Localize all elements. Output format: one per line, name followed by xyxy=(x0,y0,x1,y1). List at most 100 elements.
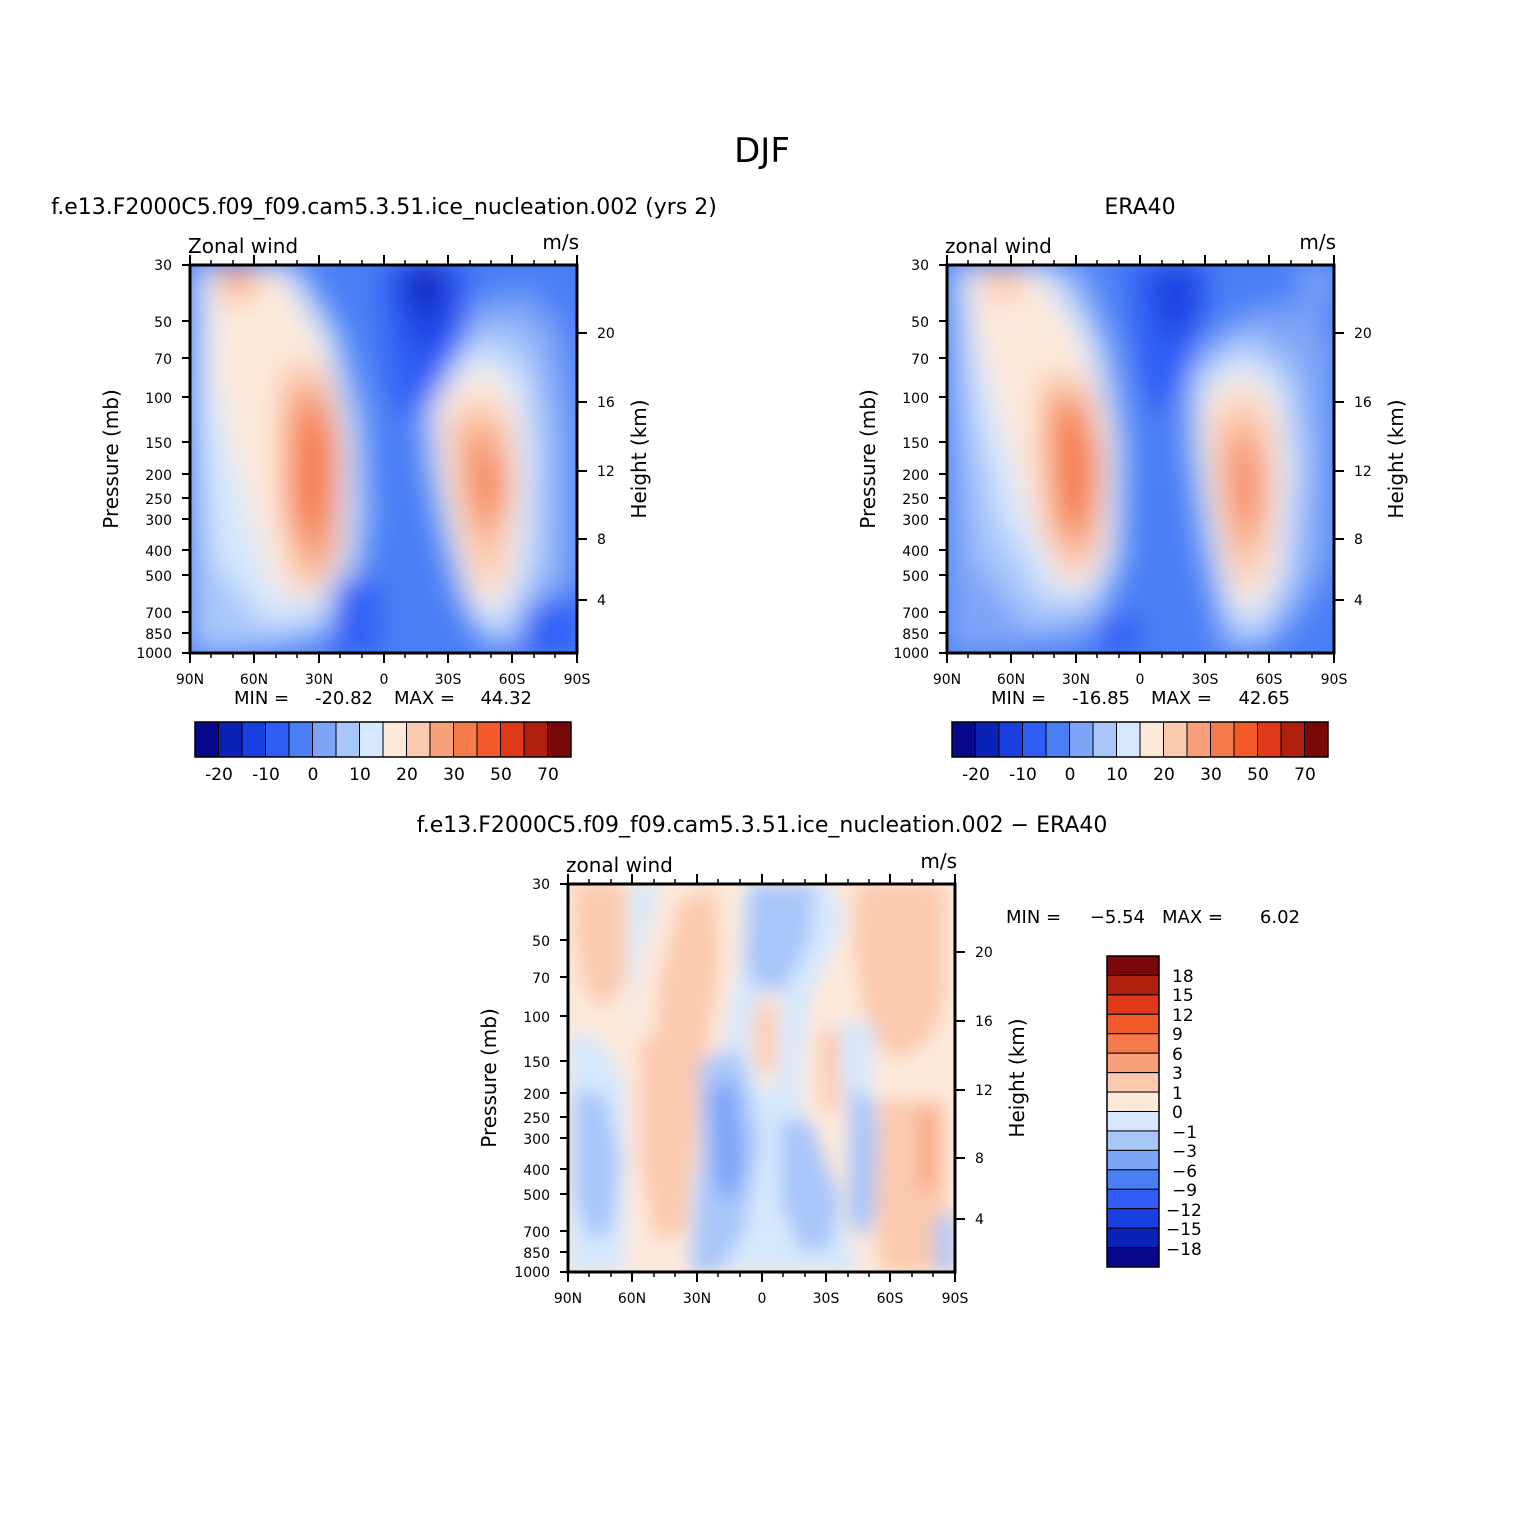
panel-diff-field xyxy=(568,884,955,1272)
panel-era40-yticks-right: 20 16 12 8 4 xyxy=(1334,326,1372,609)
ytick-label: 150 xyxy=(902,436,929,452)
colorbar-cell xyxy=(1045,721,1070,758)
ytick-right-label: 16 xyxy=(1354,395,1372,411)
panel-diff-xticks: 90N 60N 30N 0 30S 60S 90S xyxy=(554,874,969,1307)
xtick-label: 0 xyxy=(1136,672,1145,688)
xtick-label: 30N xyxy=(683,1291,711,1307)
colorbar-tick-label: 9 xyxy=(1172,1025,1183,1045)
colorbar-cell xyxy=(288,721,313,758)
colorbar-frame xyxy=(194,721,572,758)
xtick-label: 30S xyxy=(1192,672,1219,688)
ytick-right-label: 12 xyxy=(975,1083,993,1099)
colorbar-cell xyxy=(1280,721,1305,758)
min-value: -16.85 xyxy=(1072,688,1130,709)
ytick-label: 1000 xyxy=(893,646,929,662)
max-label: MAX = xyxy=(394,688,455,709)
panel-model-ylabel-right: Height (km) xyxy=(627,399,651,518)
xtick-label: 60S xyxy=(1256,672,1283,688)
colorbar-tick-label: −12 xyxy=(1166,1201,1202,1221)
xtick-label: 60N xyxy=(618,1291,646,1307)
colorbar-cell xyxy=(1106,994,1160,1015)
ytick-label: 850 xyxy=(902,627,929,643)
colorbar-cell xyxy=(1106,1169,1160,1190)
ytick-label: 200 xyxy=(145,468,172,484)
colorbar-tick-label: −18 xyxy=(1166,1240,1202,1260)
colorbar-tick-label: −9 xyxy=(1172,1181,1197,1201)
panel-model-yticks: 30 50 70 100 150 200 250 300 400 500 700… xyxy=(136,258,190,662)
ytick-label: 150 xyxy=(523,1055,550,1071)
colorbar-cell xyxy=(1106,955,1160,976)
colorbar-cell xyxy=(1106,1072,1160,1093)
panel-model-field xyxy=(190,265,577,653)
colorbar-tick-label: -20 xyxy=(205,765,233,785)
colorbar-cell xyxy=(429,721,454,758)
max-label: MAX = xyxy=(1151,688,1212,709)
min-label: MIN = xyxy=(991,688,1046,709)
colorbar-cell xyxy=(1106,1013,1160,1035)
xtick-label: 90S xyxy=(942,1291,969,1307)
panel-model-colorbar: -20 -10 0 10 20 30 50 70 xyxy=(194,721,572,785)
ytick-right-label: 20 xyxy=(1354,326,1372,342)
panel-model-units: m/s xyxy=(542,230,579,254)
colorbar-cell xyxy=(265,721,290,758)
panel-model-xticks: 90N 60N 30N 0 30S 60S 90S xyxy=(176,255,590,688)
colorbar-cell xyxy=(975,721,1000,758)
min-value: -20.82 xyxy=(315,688,373,709)
panel-era40-title: ERA40 xyxy=(1104,195,1175,220)
colorbar-tick-label: -10 xyxy=(1009,765,1037,785)
panel-era40-xticks: 90N 60N 30N 0 30S 60S 90S xyxy=(933,255,1347,688)
ytick-label: 150 xyxy=(145,436,172,452)
colorbar-tick-label: 50 xyxy=(490,765,512,785)
max-value: 44.32 xyxy=(480,688,532,709)
colorbar-tick-label: 3 xyxy=(1172,1064,1183,1084)
colorbar-tick-label: 70 xyxy=(1294,765,1316,785)
colorbar-cell xyxy=(1106,1149,1160,1171)
colorbar-cell xyxy=(1233,721,1258,758)
ytick-right-label: 12 xyxy=(597,464,615,480)
ytick-label: 250 xyxy=(523,1111,550,1127)
colorbar-cell xyxy=(500,721,525,758)
colorbar-tick-label: 50 xyxy=(1247,765,1269,785)
colorbar-cell xyxy=(1106,1052,1160,1074)
colorbar-cell xyxy=(1139,721,1164,758)
ytick-right-label: 8 xyxy=(597,532,606,548)
ytick-label: 400 xyxy=(902,544,929,560)
xtick-label: 0 xyxy=(380,672,389,688)
colorbar-cell xyxy=(406,721,431,758)
min-label: MIN = xyxy=(1006,907,1061,928)
ytick-right-label: 20 xyxy=(975,945,993,961)
ytick-label: 500 xyxy=(902,569,929,585)
colorbar-cell xyxy=(523,721,548,758)
ytick-right-label: 20 xyxy=(597,326,615,342)
ytick-right-label: 8 xyxy=(1354,532,1363,548)
colorbar-cell xyxy=(1106,1091,1160,1112)
colorbar-tick-label: 30 xyxy=(1200,765,1222,785)
ytick-label: 30 xyxy=(154,258,172,274)
colorbar-tick-label: 20 xyxy=(396,765,418,785)
ytick-label: 30 xyxy=(532,877,550,893)
colorbar-cell xyxy=(1069,721,1094,758)
panel-era40-yticks: 30 50 70 100 150 200 250 300 400 500 700… xyxy=(893,258,947,662)
colorbar-tick-label: −3 xyxy=(1172,1142,1197,1162)
colorbar-tick-label: 0 xyxy=(1172,1103,1183,1123)
ytick-right-label: 12 xyxy=(1354,464,1372,480)
xtick-label: 90N xyxy=(176,672,204,688)
colorbar-cell xyxy=(547,721,572,758)
min-value: −5.54 xyxy=(1090,907,1145,928)
panel-model-ylabel: Pressure (mb) xyxy=(99,389,123,529)
max-value: 42.65 xyxy=(1238,688,1290,709)
xtick-label: 60N xyxy=(240,672,268,688)
xtick-label: 30N xyxy=(305,672,333,688)
panel-era40-field xyxy=(947,265,1334,653)
colorbar-cell xyxy=(1022,721,1047,758)
panel-difference: f.e13.F2000C5.f09_f09.cam5.3.51.ice_nucl… xyxy=(417,813,1300,1307)
ytick-label: 100 xyxy=(902,391,929,407)
xtick-label: 30S xyxy=(435,672,462,688)
colorbar-cell xyxy=(1106,1208,1160,1229)
colorbar-tick-label: 10 xyxy=(1106,765,1128,785)
colorbar-frame xyxy=(951,721,1329,758)
colorbar-cell xyxy=(194,721,219,758)
colorbar-tick-label: 12 xyxy=(1172,1006,1194,1026)
ytick-label: 50 xyxy=(154,315,172,331)
ytick-right-label: 8 xyxy=(975,1151,984,1167)
